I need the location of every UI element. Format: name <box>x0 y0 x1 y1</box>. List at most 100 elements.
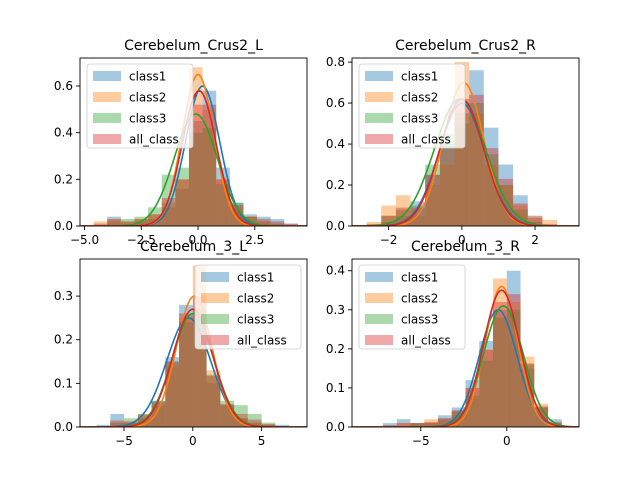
hist-bar-all_class <box>161 198 176 226</box>
hist-bar-class1 <box>513 195 528 226</box>
x-tick-label: 0 <box>189 434 197 448</box>
hist-bar-class2 <box>439 164 455 226</box>
legend-label-class2: class2 <box>237 292 274 306</box>
hist-bar-class1 <box>527 215 543 226</box>
x-tick-label: 2 <box>531 233 539 247</box>
hist-bar-class2 <box>261 424 276 427</box>
y-tick-label: 0.1 <box>326 381 345 395</box>
hist-bar-all_class <box>479 350 494 427</box>
y-tick-label: 0.2 <box>326 342 345 356</box>
hist-bar-all_class <box>270 221 285 226</box>
hist-bar-class3 <box>257 221 271 226</box>
hist-bar-all_class <box>284 223 298 226</box>
hist-bar-class3 <box>439 133 455 226</box>
hist-bar-class1 <box>179 304 193 427</box>
plot-area <box>80 265 307 427</box>
hist-bar-class1 <box>124 422 138 427</box>
hist-bar-class2 <box>410 423 425 427</box>
x-tick-label: 0 <box>458 233 466 247</box>
x-tick-label: −2 <box>380 233 398 247</box>
y-tick-label: 0.4 <box>326 264 345 278</box>
hist-bar-class3 <box>483 154 499 226</box>
hist-bar-class1 <box>424 423 438 427</box>
hist-bar-class1 <box>506 270 521 427</box>
subplot-title: Cerebelum_Crus2_L <box>124 38 263 54</box>
hist-bar-all_class <box>465 387 480 427</box>
hist-bar-class3 <box>206 374 221 427</box>
plot-area <box>352 62 579 226</box>
hist-bar-class1 <box>134 221 149 226</box>
hist-bar-all_class <box>120 221 135 226</box>
hist-bar-class1 <box>175 188 189 226</box>
hist-bar-class3 <box>110 422 125 427</box>
hist-bar-class1 <box>137 418 152 427</box>
y-tick-label: 0.2 <box>326 178 345 192</box>
subplot-4: −5 00.00.10.20.30.4Cerebelum_3_Rclass1cla… <box>326 239 580 448</box>
legend-frame <box>358 264 466 350</box>
y-tick-label: 0.0 <box>326 420 345 434</box>
legend: class1 class2 class3 all_class <box>86 63 194 149</box>
hist-bar-class1 <box>284 223 298 226</box>
hist-bar-class2 <box>257 221 271 226</box>
axes-frame <box>351 57 580 227</box>
y-tick-label: 0.3 <box>54 289 73 303</box>
hist-bar-all_class <box>381 215 396 226</box>
hist-bar-class2 <box>437 419 452 427</box>
hist-bar-class1 <box>396 419 411 427</box>
legend-label-class1: class1 <box>401 70 438 84</box>
x-tick-label: −5 <box>115 434 133 448</box>
axes-frame <box>351 258 580 428</box>
legend-label-all_class: all_class <box>401 334 451 348</box>
hist-bar-all_class <box>424 421 438 427</box>
hist-bar-class3 <box>493 317 507 427</box>
hist-bar-all_class <box>483 148 499 226</box>
legend-label-class1: class1 <box>129 70 166 84</box>
hist-bar-class3 <box>424 423 438 427</box>
hist-bar-class2 <box>107 219 121 226</box>
hist-bar-class3 <box>202 128 217 226</box>
hist-bar-class1 <box>410 423 425 427</box>
hist-bar-class2 <box>366 221 382 226</box>
hist-bar-all_class <box>527 217 543 226</box>
hist-bar-class1 <box>437 415 452 427</box>
hist-bar-all_class <box>148 214 162 226</box>
legend-swatch-class3 <box>93 113 121 123</box>
y-tick-label: 0.0 <box>326 219 345 233</box>
legend-swatch-class3 <box>365 314 393 324</box>
legend-swatch-class3 <box>365 113 393 123</box>
hist-bar-all_class <box>437 418 452 427</box>
subplot-title: Cerebelum_3_R <box>411 239 520 255</box>
hist-bar-class2 <box>124 422 138 427</box>
hist-bar-class1 <box>493 309 507 427</box>
legend-label-class2: class2 <box>401 292 438 306</box>
legend-swatch-class3 <box>201 314 229 324</box>
hist-bar-all_class <box>107 219 121 226</box>
hist-bar-all_class <box>93 223 108 226</box>
x-tick-label: −5 <box>412 434 430 448</box>
hist-bar-class2 <box>175 179 189 226</box>
legend-frame <box>194 264 302 350</box>
hist-bar-all_class <box>498 178 514 226</box>
hist-bar-class2 <box>148 214 162 226</box>
legend-label-all_class: all_class <box>237 334 287 348</box>
hist-bar-all_class <box>410 423 425 427</box>
hist-bar-class1 <box>96 424 111 427</box>
legend-label-class3: class3 <box>401 313 438 327</box>
subplot-title: Cerebelum_Crus2_R <box>395 38 536 54</box>
hist-bar-class3 <box>247 413 262 427</box>
hist-bar-all_class <box>151 402 166 427</box>
hist-bar-all_class <box>110 420 125 427</box>
hist-bar-all_class <box>247 419 262 427</box>
hist-bar-class3 <box>175 167 189 226</box>
hist-bar-class3 <box>261 422 276 427</box>
y-tick-label: 0.1 <box>54 376 73 390</box>
hist-bar-all_class <box>216 179 230 226</box>
hist-bar-class2 <box>93 221 108 226</box>
hist-bar-class3 <box>410 423 425 427</box>
kde-line-class1 <box>352 309 579 427</box>
hist-bar-class1 <box>110 413 125 427</box>
y-tick-label: 0.0 <box>54 420 73 434</box>
hist-bar-class1 <box>382 423 397 427</box>
y-tick-label: 0.2 <box>54 333 73 347</box>
hist-bar-class3 <box>465 395 480 427</box>
